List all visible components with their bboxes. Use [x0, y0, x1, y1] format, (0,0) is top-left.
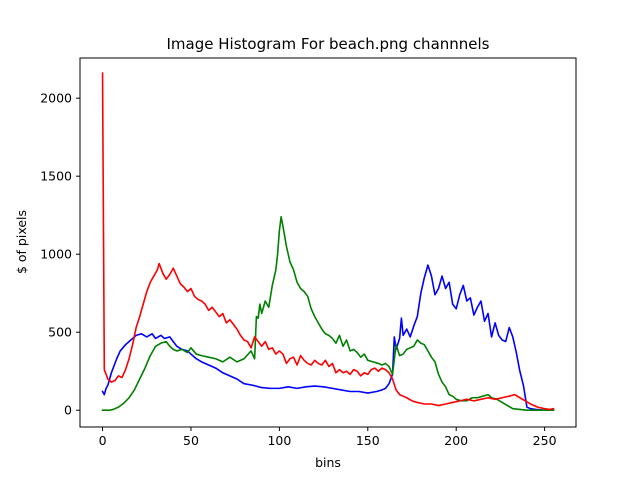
y-tick-label: 1500 [40, 169, 72, 184]
series-line-blue [101, 264, 555, 412]
series-line-red [101, 72, 555, 411]
y-tick-label: 0 [64, 403, 72, 418]
chart-title: Image Histogram For beach.png channnels [167, 35, 490, 53]
x-tick-label: 200 [444, 433, 468, 448]
series-layer [101, 72, 555, 412]
y-tick-label: 500 [48, 325, 72, 340]
x-tick-label: 150 [356, 433, 380, 448]
x-axis-ticks: 0 50 100 150 200 250 [99, 427, 557, 448]
series-line-green [101, 215, 555, 412]
plot-area [79, 57, 577, 428]
x-tick-label: 0 [99, 433, 107, 448]
y-axis-label: $ of pixels [14, 210, 29, 274]
y-tick-label: 1000 [40, 247, 72, 262]
x-tick-label: 100 [267, 433, 291, 448]
x-axis-label: bins [315, 455, 341, 470]
x-tick-label: 50 [183, 433, 199, 448]
axes-frame [79, 57, 577, 428]
x-tick-label: 250 [533, 433, 557, 448]
y-axis-ticks: 0 500 1000 1500 2000 [40, 91, 80, 418]
y-tick-label: 2000 [40, 91, 72, 106]
